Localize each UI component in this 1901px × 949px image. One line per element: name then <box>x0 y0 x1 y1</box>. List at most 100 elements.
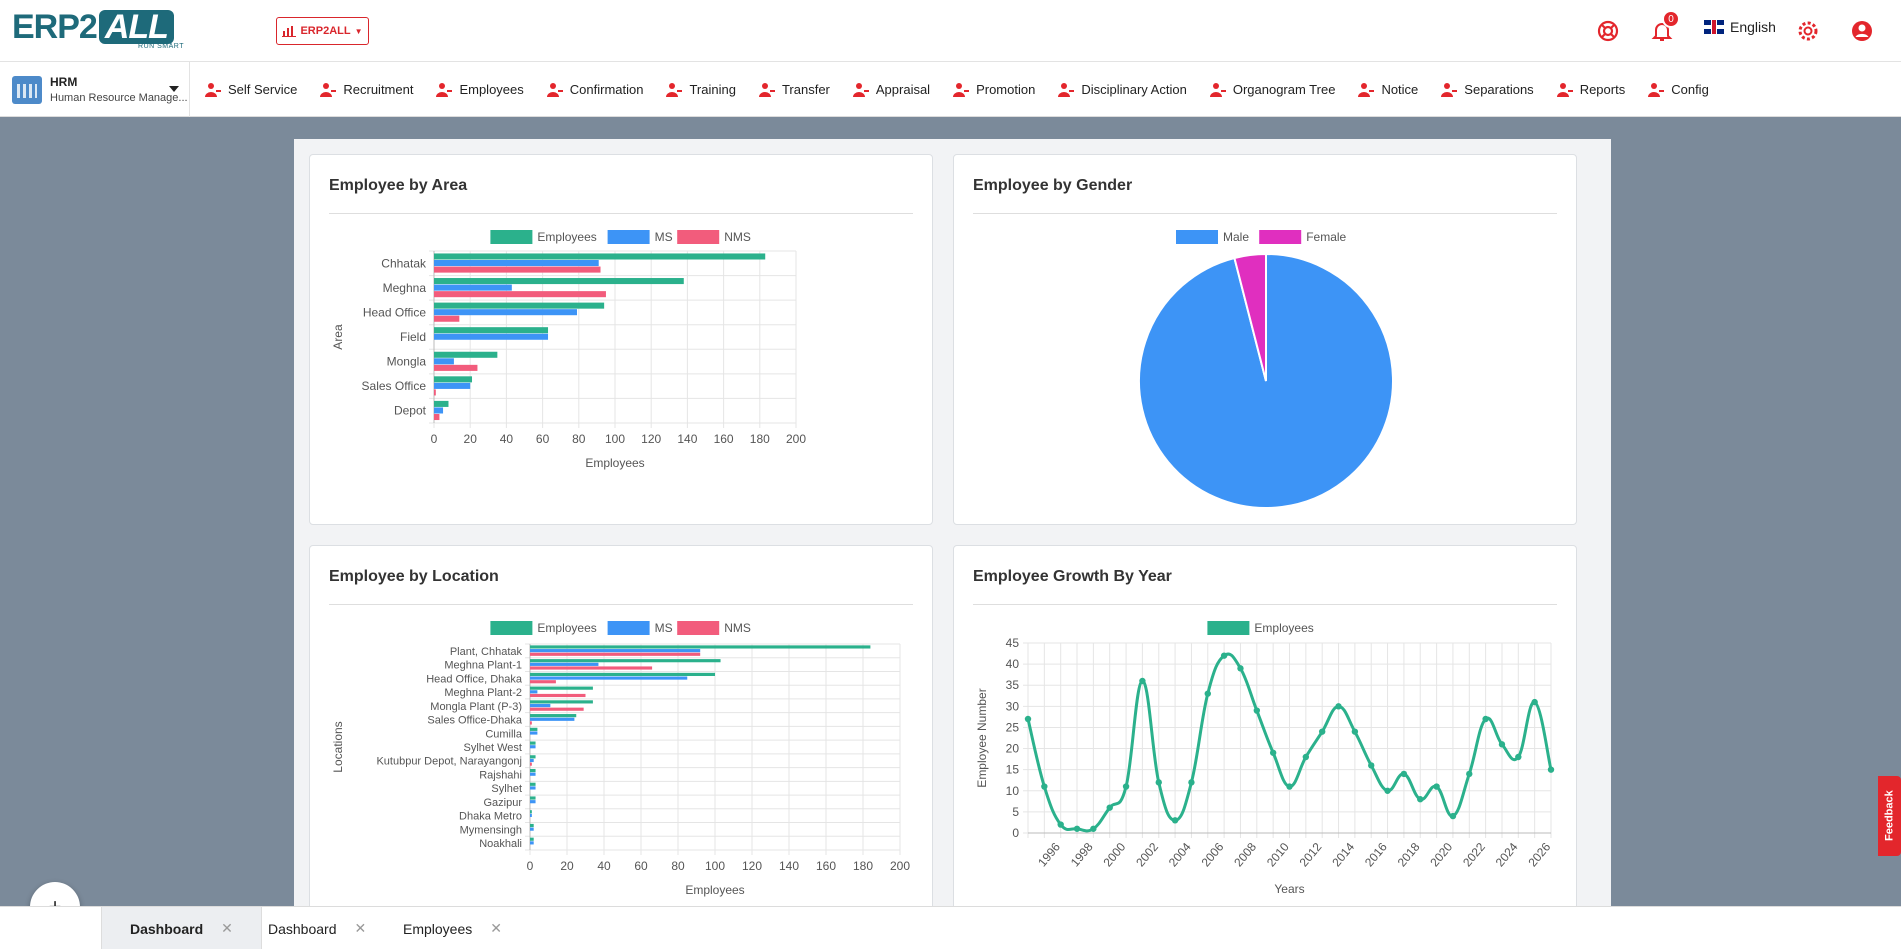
x-tick-label: 120 <box>742 859 762 873</box>
bar-employees <box>530 768 536 773</box>
legend-swatch <box>1259 230 1302 244</box>
caret-down-icon: ▼ <box>354 26 363 36</box>
x-tick-label: 0 <box>527 859 534 873</box>
x-tick-label: 2014 <box>1329 840 1357 870</box>
menu-item-recruitment[interactable]: Recruitment <box>319 81 413 99</box>
y-tick-label: Noakhali <box>479 838 522 850</box>
data-point <box>1024 715 1032 723</box>
menu-item-training[interactable]: Training <box>665 81 736 99</box>
bar-ms <box>434 260 599 267</box>
bar-nms <box>434 266 601 273</box>
erp2all-logo[interactable]: ERP2 ALL RUN SMART <box>12 10 190 50</box>
company-selector-button[interactable]: ERP2ALL ▼ <box>276 17 369 45</box>
support-icon[interactable] <box>1596 19 1620 43</box>
menu-item-notice[interactable]: Notice <box>1357 81 1418 99</box>
card-divider <box>973 213 1557 214</box>
language-selector[interactable]: English <box>1704 19 1776 35</box>
y-tick-label: 30 <box>1006 699 1020 713</box>
menu-item-disciplinary-action[interactable]: Disciplinary Action <box>1057 81 1187 99</box>
x-tick-label: 60 <box>634 859 648 873</box>
data-point <box>1482 715 1489 723</box>
tab-dashboard-2[interactable]: Dashboard ✕ <box>240 907 394 949</box>
card-title: Employee Growth By Year <box>973 568 1172 585</box>
x-tick-label: 1998 <box>1068 840 1096 870</box>
bar-ms <box>530 649 701 653</box>
menu-item-transfer[interactable]: Transfer <box>758 81 830 99</box>
legend-swatch <box>607 230 650 244</box>
data-point <box>1122 783 1130 790</box>
menu-item-reports[interactable]: Reports <box>1556 81 1625 99</box>
menu-item-config[interactable]: Config <box>1647 81 1709 99</box>
data-point <box>1204 690 1211 697</box>
y-tick-label: Cumilla <box>485 728 523 740</box>
menu-item-promotion[interactable]: Promotion <box>952 81 1035 99</box>
y-tick-label: Plant, Chhatak <box>450 646 523 658</box>
bar-employees <box>434 278 684 285</box>
y-tick-label: Mongla Plant (P-3) <box>430 701 522 713</box>
menu-item-label: Disciplinary Action <box>1081 82 1187 97</box>
menu-item-confirmation[interactable]: Confirmation <box>546 81 643 99</box>
tab-employees[interactable]: Employees ✕ <box>375 907 530 949</box>
menu-item-self-service[interactable]: Self Service <box>204 81 297 99</box>
y-tick-label: Rajshahi <box>479 769 522 781</box>
data-point <box>1171 817 1179 824</box>
data-point <box>1400 770 1408 778</box>
data-point <box>1466 770 1473 778</box>
bar-employees <box>434 253 766 260</box>
confirmation-icon <box>546 82 563 97</box>
feedback-button[interactable]: Feedback <box>1878 776 1901 856</box>
company-label: ERP2ALL <box>300 25 351 37</box>
location-bar-chart: Employees MS NMS 0 20 40 60 80 100 120 140 160 180 20… <box>331 621 910 897</box>
data-point <box>1417 796 1424 803</box>
user-account-icon[interactable] <box>1850 19 1874 43</box>
y-tick-label: 35 <box>1006 678 1020 692</box>
menu-item-organogram-tree[interactable]: Organogram Tree <box>1209 81 1335 99</box>
legend-label: Employees <box>537 230 596 244</box>
module-selector[interactable]: HRM Human Resource Manage... <box>0 62 190 117</box>
data-point <box>1351 728 1359 735</box>
menu-item-label: Employees <box>459 82 524 97</box>
x-tick-label: 80 <box>671 859 685 873</box>
menu-item-employees[interactable]: Employees <box>435 81 524 99</box>
menu-item-label: Promotion <box>976 82 1036 97</box>
data-point <box>1547 766 1555 773</box>
close-icon[interactable]: ✕ <box>221 920 233 936</box>
close-icon[interactable]: ✕ <box>354 920 367 936</box>
y-tick-label: 45 <box>1006 636 1020 650</box>
training-icon <box>666 82 683 97</box>
card-divider <box>329 213 913 214</box>
bar-ms <box>530 813 532 817</box>
x-tick-label: 2000 <box>1100 840 1128 870</box>
close-icon[interactable]: ✕ <box>490 920 502 936</box>
x-axis-title: Employees <box>685 883 744 897</box>
menu-item-separations[interactable]: Separations <box>1440 81 1534 99</box>
x-tick-label: 100 <box>605 432 625 446</box>
notification-button[interactable]: 0 <box>1650 10 1680 43</box>
bar-ms <box>530 676 688 680</box>
y-tick-label: Dhaka Metro <box>459 811 522 823</box>
bar-ms <box>434 309 577 316</box>
data-point <box>1449 812 1457 820</box>
data-point <box>1253 707 1261 714</box>
x-tick-label: 2004 <box>1166 840 1194 870</box>
notification-badge: 0 <box>1662 10 1680 28</box>
data-point <box>1269 749 1277 756</box>
x-tick-label: 180 <box>750 432 770 446</box>
menu-item-appraisal[interactable]: Appraisal <box>852 81 930 99</box>
gear-icon[interactable] <box>1796 19 1820 43</box>
menu-item-label: Notice <box>1381 82 1419 97</box>
y-tick-label: 10 <box>1006 784 1020 798</box>
series-line-employees <box>1026 652 1553 833</box>
menu-item-label: Separations <box>1464 82 1534 97</box>
data-point <box>1433 783 1440 790</box>
bar-ms <box>530 786 536 790</box>
y-tick-label: 0 <box>1012 826 1019 840</box>
bar-ms <box>530 841 534 845</box>
x-tick-label: 40 <box>500 432 514 446</box>
bar-ms <box>434 407 444 414</box>
x-tick-label: 180 <box>853 859 873 873</box>
tab-dashboard-1[interactable]: Dashboard ✕ <box>101 907 262 949</box>
data-point <box>1237 665 1244 672</box>
x-tick-label: 20 <box>560 859 574 873</box>
legend-label: Male <box>1223 230 1249 244</box>
